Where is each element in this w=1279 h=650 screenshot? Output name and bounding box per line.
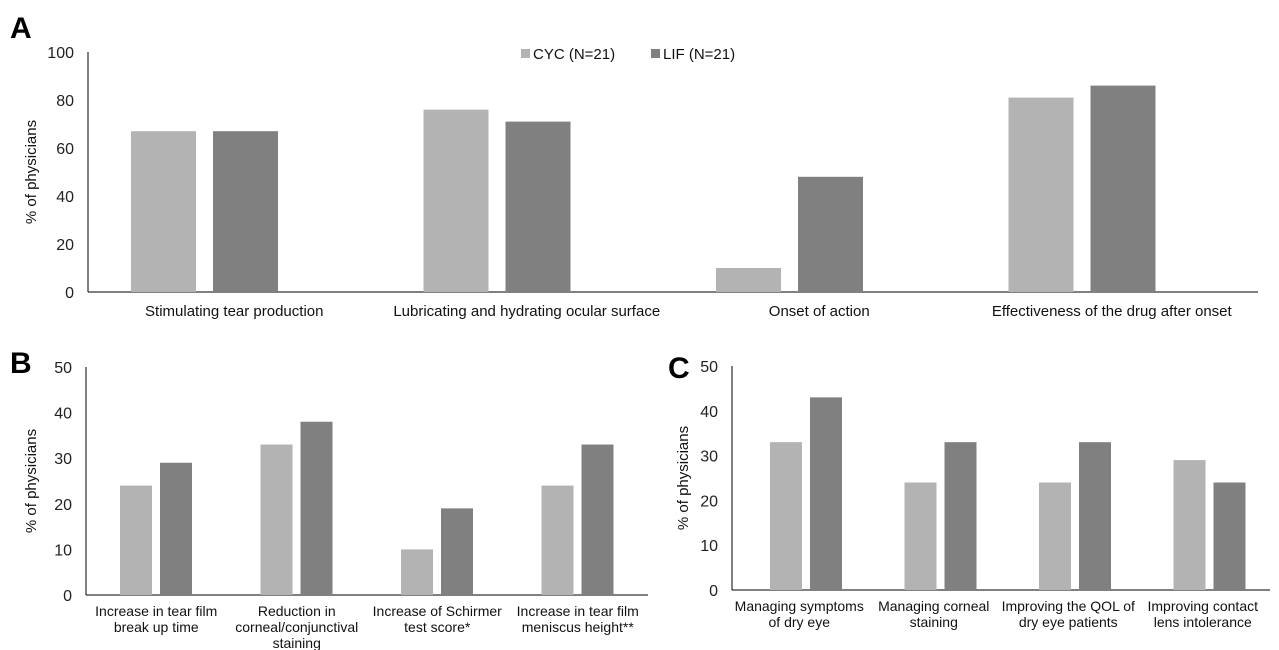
category-label: Managing symptoms of dry eye (735, 598, 864, 630)
y-tick-label: 30 (700, 449, 718, 466)
bar-lif (798, 176, 863, 292)
bar-cyc (260, 444, 293, 595)
bar-cyc (904, 482, 937, 590)
panel-b: B 0 10 20 30 40 50 % of physicians Increase in t… (10, 347, 648, 650)
category-label-line: staining (910, 614, 958, 630)
bar-lif (1090, 85, 1156, 292)
category-label-line: test score* (404, 619, 471, 635)
bar-cyc (1173, 460, 1206, 590)
category-label-line: Managing symptoms (735, 598, 864, 614)
category-label-line: Increase of Schirmer (373, 603, 502, 619)
bar-lif (160, 462, 192, 595)
category-label: Lubricating and hydrating ocular surface (393, 303, 660, 320)
y-tick-label: 30 (54, 451, 72, 468)
category-label-line: Onset of action (769, 303, 870, 320)
category-label-line: Lubricating and hydrating ocular surface (393, 303, 660, 320)
bar-lif (213, 131, 278, 292)
bar-cyc (423, 109, 489, 292)
y-tick-label: 0 (63, 588, 72, 605)
category-label-line: corneal/conjunctival (235, 619, 358, 635)
panel-letter: B (10, 347, 32, 380)
y-axis-title: % of physicians (23, 429, 40, 533)
panel-letter: A (10, 12, 32, 45)
y-tick-label: 80 (56, 93, 74, 110)
y-axis-title: % of physicians (675, 426, 692, 530)
bar-lif (1079, 442, 1111, 590)
category-label-line: lens intolerance (1154, 614, 1252, 630)
category-label-line: Increase in tear film (95, 603, 217, 619)
bar-lif (505, 121, 571, 292)
category-label-line: Improving contact (1148, 598, 1259, 614)
y-tick-label: 50 (54, 360, 72, 377)
bar-lif (810, 397, 842, 590)
legend-label: CYC (N=21) (533, 46, 615, 63)
category-label-line: Improving the QOL of (1002, 598, 1135, 614)
y-tick-label: 20 (56, 237, 74, 254)
category-label-line: dry eye patients (1019, 614, 1118, 630)
y-tick-label: 10 (54, 542, 72, 559)
panel-c: C 0 10 20 30 40 50 % of physicians Managing symp… (668, 352, 1270, 630)
y-tick-label: 20 (700, 493, 718, 510)
bar-cyc (716, 268, 781, 292)
category-label-line: Reduction in (258, 603, 336, 619)
category-label: Managing corneal staining (878, 598, 989, 630)
category-label-line: Managing corneal (878, 598, 989, 614)
bar-cyc (770, 442, 802, 590)
legend-swatch (651, 49, 660, 58)
bar-lif (441, 508, 473, 595)
bar-lif (300, 421, 333, 595)
category-label: Increase in tear film meniscus height** (517, 603, 639, 635)
y-tick-label: 0 (65, 285, 74, 302)
category-label: Stimulating tear production (145, 303, 323, 320)
bar-cyc (120, 485, 152, 595)
legend-swatch (521, 49, 530, 58)
y-tick-label: 10 (700, 538, 718, 555)
category-label: Improving the QOL of dry eye patients (1002, 598, 1135, 630)
y-tick-label: 100 (47, 45, 74, 62)
y-axis-title: % of physicians (23, 120, 40, 224)
y-tick-label: 40 (700, 404, 718, 421)
y-tick-label: 40 (54, 406, 72, 423)
category-label-line: Stimulating tear production (145, 303, 323, 320)
legend: CYC (N=21) LIF (N=21) (521, 46, 735, 63)
legend-label: LIF (N=21) (663, 46, 735, 63)
category-label-line: staining (273, 635, 321, 650)
category-label-line: break up time (114, 619, 199, 635)
y-tick-label: 60 (56, 141, 74, 158)
bar-cyc (1008, 97, 1074, 292)
category-label-line: Effectiveness of the drug after onset (992, 303, 1233, 320)
category-label: Increase of Schirmer test score* (373, 603, 502, 635)
category-label-line: of dry eye (769, 614, 831, 630)
panel-letter: C (668, 352, 690, 385)
panel-a: A 0 20 40 60 80 100 % of physicians Stimulating … (10, 12, 1258, 320)
y-tick-label: 20 (54, 497, 72, 514)
category-label: Onset of action (769, 303, 870, 320)
y-tick-label: 40 (56, 189, 74, 206)
category-label: Effectiveness of the drug after onset (992, 303, 1233, 320)
bar-lif (581, 444, 614, 595)
bar-cyc (1039, 482, 1071, 590)
bar-cyc (401, 549, 433, 595)
y-tick-label: 50 (700, 359, 718, 376)
category-label-line: meniscus height** (522, 619, 635, 635)
category-label: Increase in tear film break up time (95, 603, 217, 635)
category-label-line: Increase in tear film (517, 603, 639, 619)
bar-lif (1213, 482, 1246, 590)
category-label: Improving contact lens intolerance (1148, 598, 1259, 630)
bar-cyc (541, 485, 574, 595)
bar-lif (944, 442, 977, 590)
y-tick-label: 0 (709, 583, 718, 600)
bar-cyc (131, 131, 196, 292)
category-label: Reduction in corneal/conjunctival staining (235, 603, 358, 650)
